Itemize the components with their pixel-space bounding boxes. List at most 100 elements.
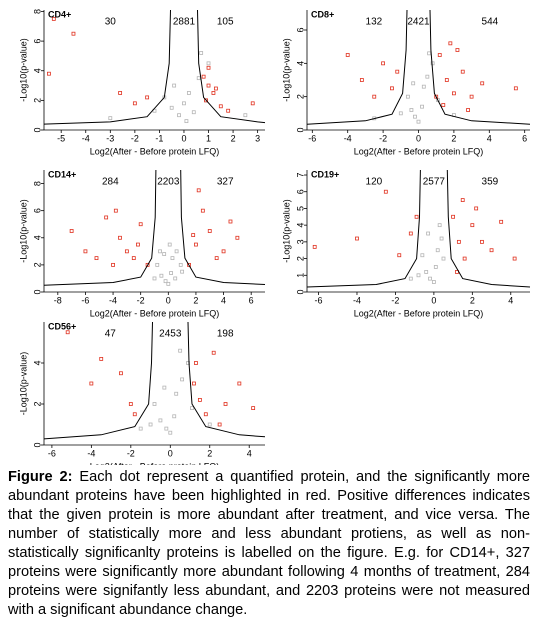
count-annotation: 132 <box>366 17 383 28</box>
data-point <box>413 114 417 119</box>
data-point <box>131 256 136 261</box>
x-tick-label: -5 <box>57 133 65 143</box>
data-point <box>118 91 123 95</box>
x-tick-label: -4 <box>109 295 117 305</box>
data-point <box>312 244 317 249</box>
x-tick-label: 2 <box>470 295 475 305</box>
y-tick-label: 4 <box>32 68 42 73</box>
data-point <box>51 16 56 21</box>
data-point <box>420 104 424 109</box>
y-tick-label: 2 <box>32 98 42 103</box>
data-point <box>104 215 109 220</box>
data-point <box>197 397 202 402</box>
data-point <box>192 381 196 386</box>
x-tick-label: -4 <box>82 133 90 143</box>
count-annotation: 544 <box>482 17 499 28</box>
x-tick-label: 2 <box>451 133 456 143</box>
data-point <box>428 276 432 281</box>
data-point <box>433 265 438 269</box>
y-axis-label: -Log10(p-value) <box>18 352 28 416</box>
data-point <box>512 256 517 261</box>
data-point <box>162 252 167 256</box>
data-point <box>430 61 435 66</box>
y-tick-label: 2 <box>32 262 42 267</box>
x-tick-label: -4 <box>353 295 361 305</box>
y-tick-label: 0 <box>295 127 305 132</box>
data-point <box>214 256 219 261</box>
data-point <box>145 95 150 100</box>
threshold-curve <box>43 321 153 440</box>
data-point <box>191 233 196 237</box>
count-annotation: 47 <box>105 329 117 340</box>
data-point <box>178 348 183 353</box>
data-point <box>108 116 113 121</box>
data-point <box>408 276 413 281</box>
x-axis-label: Log2(After - Before protein LFQ) <box>354 308 484 318</box>
x-tick-label: 4 <box>508 295 513 305</box>
y-tick-label: 6 <box>32 208 42 213</box>
data-point <box>489 248 494 253</box>
data-point <box>83 249 88 254</box>
data-point <box>345 53 350 57</box>
y-tick-label: 8 <box>32 9 42 14</box>
y-tick-label: 4 <box>32 360 42 365</box>
y-axis-label: -Log10(p-value) <box>281 199 291 263</box>
x-tick-label: 2 <box>231 133 236 143</box>
data-point <box>138 426 143 431</box>
data-point <box>390 86 394 91</box>
y-tick-label: 1 <box>295 273 305 278</box>
data-point <box>89 381 94 386</box>
data-point <box>186 361 190 365</box>
panel: -6 -4 -2 0 2 4 0 1 2 3 4 5 6 7 Log2(After - Before pro… <box>281 169 531 318</box>
data-point <box>235 235 240 240</box>
data-point <box>164 426 169 431</box>
data-point <box>47 71 51 76</box>
data-point <box>174 391 179 396</box>
count-annotation: 359 <box>482 177 499 188</box>
data-point <box>152 402 157 406</box>
data-point <box>152 276 157 281</box>
data-point <box>460 69 465 74</box>
data-point <box>405 94 410 99</box>
data-point <box>228 219 233 224</box>
x-tick-label: -2 <box>131 133 139 143</box>
data-point <box>456 239 461 244</box>
panel-title: CD4+ <box>48 9 71 19</box>
data-point <box>460 198 465 202</box>
data-point <box>145 262 150 267</box>
data-point <box>162 385 167 390</box>
data-point <box>207 422 212 427</box>
count-annotation: 2453 <box>159 329 182 340</box>
data-point <box>397 253 402 258</box>
y-tick-label: 6 <box>295 27 305 32</box>
threshold-curve <box>180 169 266 285</box>
data-point <box>166 281 171 286</box>
data-point <box>424 270 429 274</box>
y-tick-label: 7 <box>295 173 305 178</box>
data-point <box>434 94 439 99</box>
y-axis-label: -Log10(p-value) <box>281 38 291 102</box>
x-axis-label: Log2(After - Before protein LFQ) <box>90 146 220 156</box>
data-point <box>425 74 430 79</box>
data-point <box>211 350 216 355</box>
threshold-curve <box>187 321 266 438</box>
data-point <box>213 86 218 91</box>
data-point <box>173 276 178 281</box>
data-point <box>474 206 479 211</box>
data-point <box>383 189 388 194</box>
x-tick-label: 4 <box>487 133 492 143</box>
data-point <box>414 214 419 219</box>
data-point <box>203 412 208 417</box>
x-tick-label: 6 <box>249 295 254 305</box>
data-point <box>136 242 140 247</box>
y-tick-label: 2 <box>295 94 305 99</box>
data-point <box>437 223 442 228</box>
panel-title: CD56+ <box>48 321 76 331</box>
data-point <box>138 222 143 227</box>
data-point <box>226 108 231 113</box>
data-point <box>99 356 104 361</box>
threshold-curve <box>306 169 421 288</box>
data-point <box>451 214 456 219</box>
x-tick-label: 0 <box>431 295 436 305</box>
